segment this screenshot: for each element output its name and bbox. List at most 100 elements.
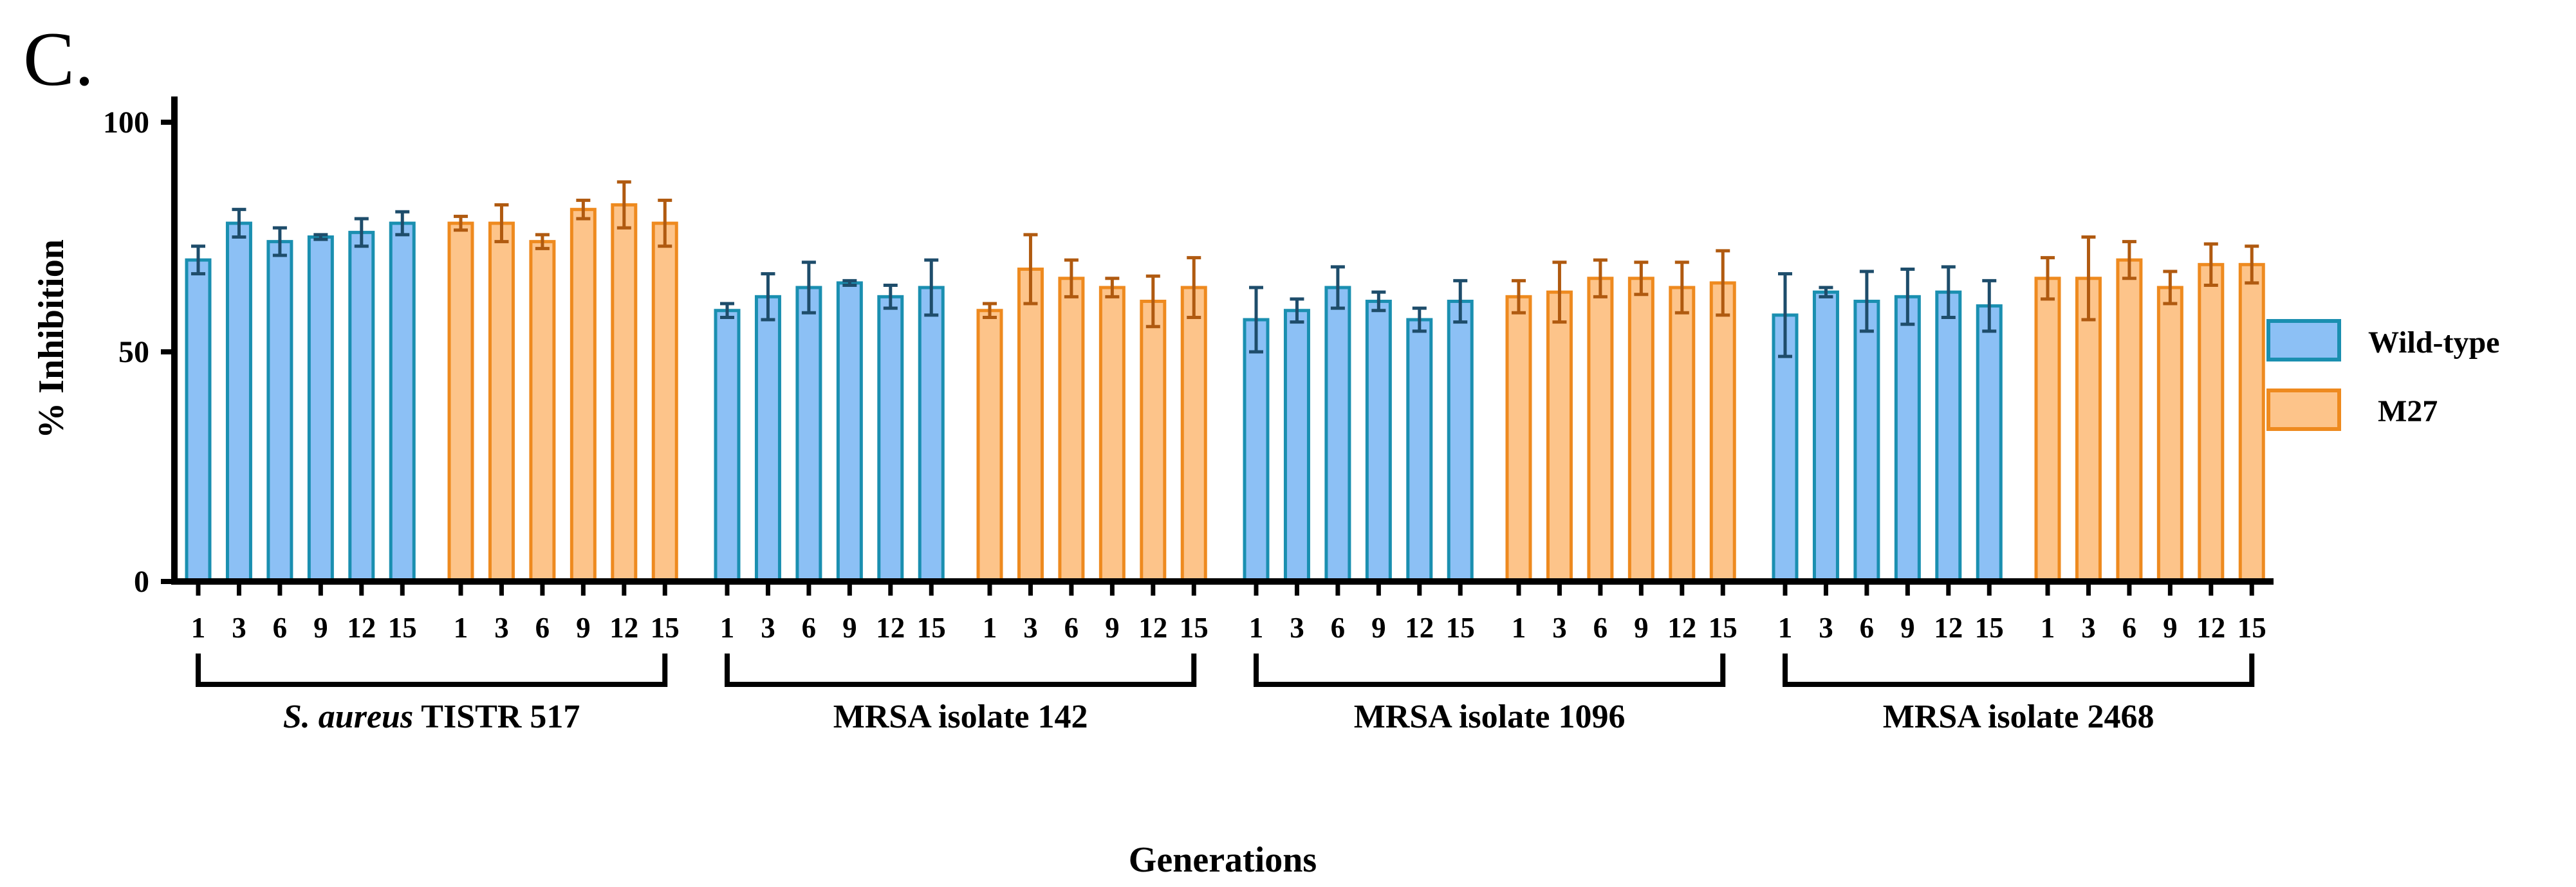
x-tick-label: 12 (1405, 612, 1434, 644)
bar-m27-g4-gen1 (2034, 277, 2061, 583)
x-tick-label: 6 (1331, 612, 1346, 644)
error-bar (1412, 306, 1427, 333)
bars-layer (185, 203, 2265, 583)
bar-wild-type-g2-gen6 (795, 286, 822, 583)
error-bar (1187, 256, 1201, 319)
group-label-strain: MRSA isolate 1096 (1354, 699, 1626, 735)
error-bar (2245, 244, 2259, 285)
x-tick-label: 6 (1593, 612, 1608, 644)
group-label-strain: MRSA isolate 2468 (1883, 699, 2154, 735)
x-tick-label: 6 (1860, 612, 1875, 644)
error-bar (2203, 242, 2218, 287)
bar-wild-type-g4-gen9 (1894, 295, 1921, 583)
x-tick-label: 12 (609, 612, 638, 644)
bar-m27-g1-gen9 (570, 208, 597, 583)
x-tick-label: 9 (1900, 612, 1915, 644)
x-tick-label: 12 (1138, 612, 1167, 644)
error-bar (761, 272, 775, 322)
bar-wild-type-g4-gen3 (1812, 290, 1839, 583)
error-bar (1674, 261, 1689, 315)
error-bar (494, 203, 509, 244)
bar-wild-type-g1-gen1 (185, 258, 212, 583)
x-tick-label: 12 (876, 612, 905, 644)
x-tick-label: 3 (1023, 612, 1038, 644)
group-bracket (1783, 654, 2255, 687)
error-bar (1941, 265, 1956, 319)
error-bar (616, 180, 631, 230)
x-tick-label: 3 (761, 612, 775, 644)
bar-wild-type-g4-gen15 (1976, 304, 2003, 583)
error-bar (272, 226, 287, 257)
group-label-strain: MRSA isolate 142 (833, 699, 1088, 735)
bar-m27-g4-gen15 (2238, 262, 2265, 583)
error-bar (2081, 235, 2096, 322)
error-bar (1778, 272, 1792, 358)
x-tick-label: 15 (1446, 612, 1475, 644)
error-bar (1982, 279, 1997, 333)
bar-wild-type-g2-gen12 (877, 295, 904, 583)
bar-wild-type-g3-gen12 (1406, 318, 1433, 583)
bar-m27-g3-gen15 (1709, 281, 1736, 583)
x-tick-label: 1 (191, 612, 206, 644)
x-tick-label: 12 (1934, 612, 1963, 644)
x-tick-label: 9 (576, 612, 591, 644)
error-bar (1634, 261, 1649, 297)
error-bar (1900, 267, 1915, 326)
x-tick-label: 9 (1371, 612, 1386, 644)
error-bar (2041, 256, 2055, 301)
error-bar (842, 279, 857, 287)
x-tick-label: 15 (1180, 612, 1209, 644)
error-bar (658, 198, 672, 248)
error-bar (1716, 249, 1730, 317)
legend-swatch-m27 (2266, 389, 2341, 431)
x-axis-title: Generations (1129, 840, 1317, 880)
bar-m27-g2-gen9 (1098, 286, 1126, 583)
x-tick-label: 15 (388, 612, 417, 644)
bar-m27-g4-gen9 (2156, 286, 2183, 583)
x-tick-label: 6 (2122, 612, 2137, 644)
x-tick-label: 3 (232, 612, 246, 644)
error-bar (191, 244, 205, 276)
error-bar (1105, 277, 1120, 298)
error-bar (2122, 240, 2136, 280)
bar-m27-g1-gen12 (611, 203, 638, 583)
error-bar (1145, 274, 1160, 329)
bar-wild-type-g3-gen6 (1324, 286, 1351, 583)
x-tick-label: 9 (842, 612, 857, 644)
bar-m27-g1-gen15 (651, 221, 678, 583)
bar-m27-g1-gen1 (447, 221, 474, 583)
x-tick-label: 15 (1975, 612, 2004, 644)
group-label-strain: TISTR 517 (413, 699, 580, 735)
legend-label-m27: M27 (2378, 394, 2438, 428)
bar-wild-type-g3-gen15 (1447, 299, 1474, 583)
group-brackets: S. aureus TISTR 517 MRSA isolate 142 MRSA … (196, 654, 2255, 735)
y-tick-label: 100 (103, 105, 149, 140)
error-bar (1249, 286, 1263, 354)
x-tick-label: 9 (2163, 612, 2178, 644)
bar-wild-type-g3-gen1 (1243, 318, 1270, 583)
x-tick-label: 1 (720, 612, 735, 644)
x-tick-label: 1 (1778, 612, 1793, 644)
x-tick-label: 3 (1819, 612, 1833, 644)
error-bar (313, 233, 328, 241)
x-tick-label: 12 (347, 612, 376, 644)
x-tick-label: 1 (983, 612, 997, 644)
group-label: S. aureus TISTR 517 (283, 699, 580, 735)
group-label: MRSA isolate 2468 (1883, 699, 2154, 735)
bar-wild-type-g1-gen9 (307, 235, 334, 583)
x-tick-label: 3 (1290, 612, 1304, 644)
panel-label: C. (23, 16, 94, 102)
bar-m27-g4-gen3 (2075, 277, 2102, 583)
bar-m27-g2-gen6 (1058, 277, 1085, 583)
bar-m27-g3-gen3 (1546, 290, 1573, 583)
bar-wild-type-g3-gen9 (1365, 299, 1392, 583)
x-tick-label: 1 (1249, 612, 1264, 644)
group-bracket (196, 654, 668, 687)
bar-m27-g2-gen1 (976, 309, 1003, 583)
bar-wild-type-g2-gen15 (918, 286, 945, 583)
bar-wild-type-g2-gen1 (714, 309, 741, 583)
error-bar (454, 214, 468, 232)
error-bar (1023, 233, 1038, 306)
bar-m27-g3-gen12 (1669, 286, 1696, 583)
